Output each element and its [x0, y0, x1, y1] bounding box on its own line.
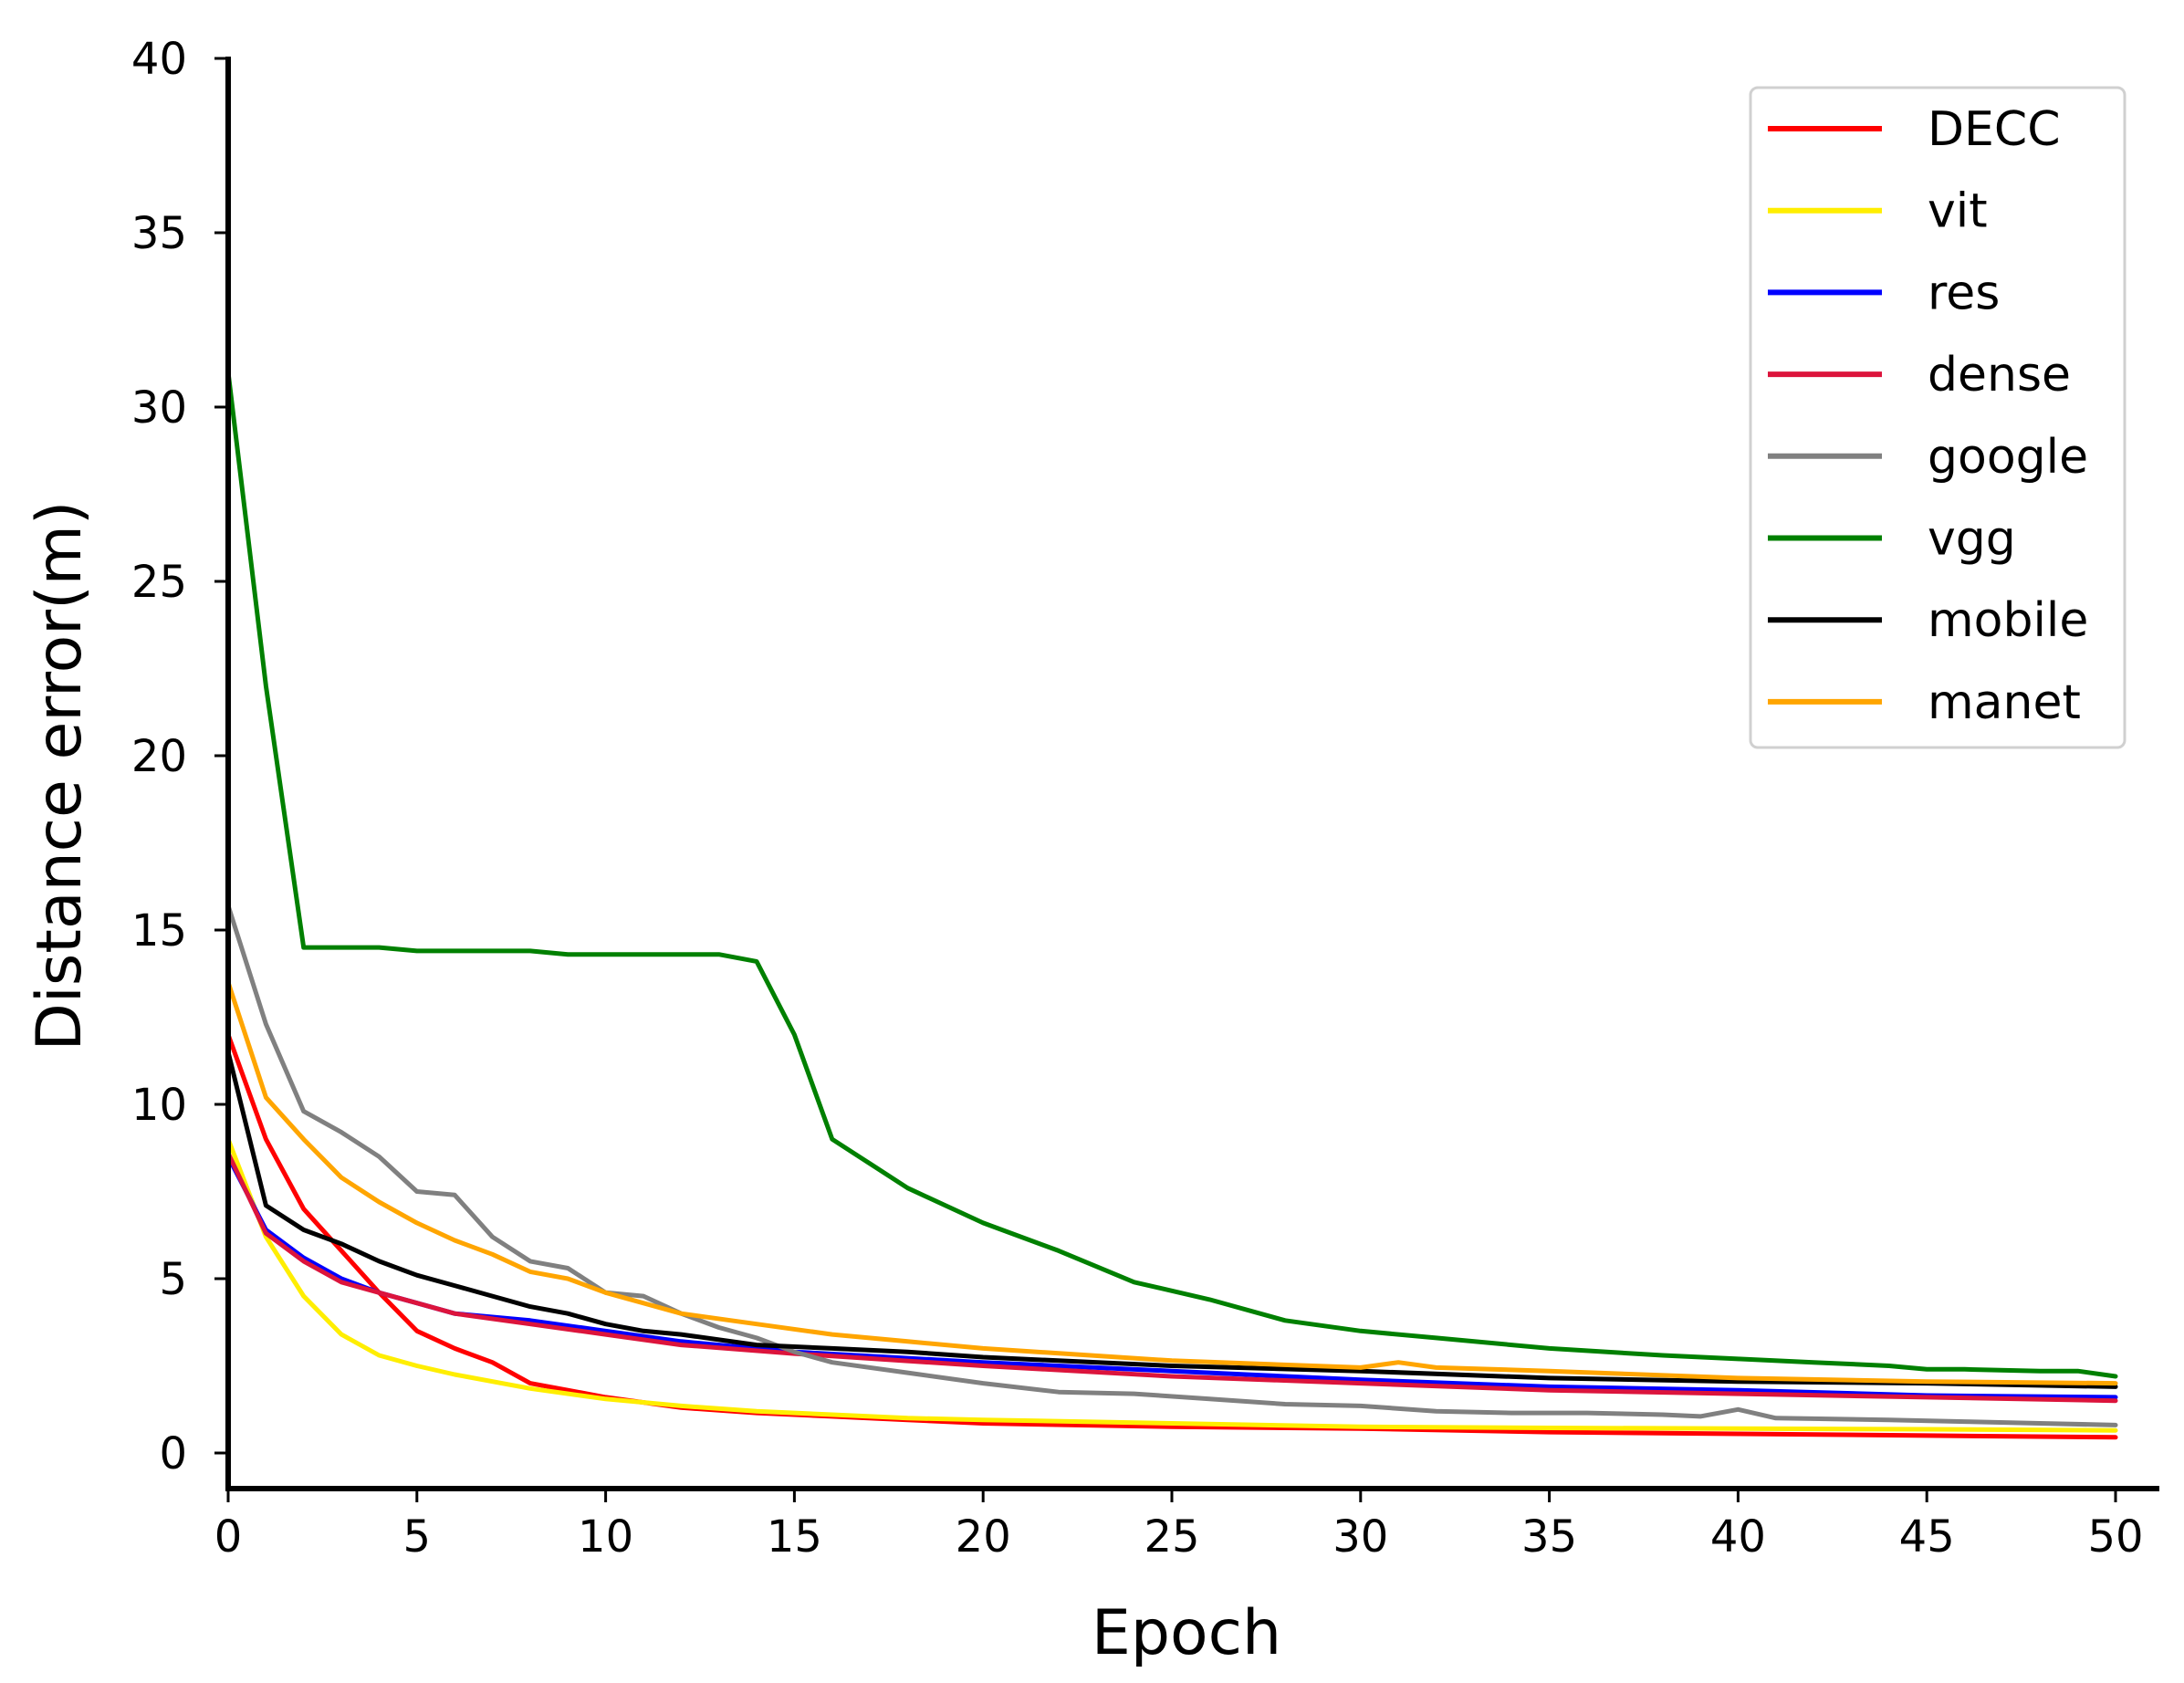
x-tick-label: 35: [1521, 1511, 1577, 1563]
series-line-google: [225, 903, 2118, 1427]
y-tick-label: 35: [131, 208, 187, 259]
y-tick-label: 10: [131, 1080, 187, 1131]
x-tick-label: 15: [767, 1511, 822, 1563]
legend-label: DECC: [1928, 102, 2061, 157]
x-tick-label: 10: [578, 1511, 633, 1563]
series-line-vgg: [225, 370, 2118, 1379]
legend-label: vgg: [1928, 512, 2016, 567]
y-tick-label: 40: [131, 34, 187, 85]
y-tick-label: 20: [131, 731, 187, 782]
series-line-manet: [225, 979, 2118, 1386]
axes: [225, 57, 2159, 1491]
y-tick-label: 5: [159, 1254, 187, 1305]
x-tick-label: 30: [1332, 1511, 1388, 1563]
legend-frame: [1749, 86, 2127, 749]
x-tick-label: 0: [214, 1511, 243, 1563]
legend-label: google: [1928, 430, 2088, 485]
y-tick-label: 25: [131, 557, 187, 608]
x-tick-label: 40: [1710, 1511, 1766, 1563]
legend-label: res: [1928, 266, 2000, 320]
x-tick-label: 50: [2087, 1511, 2143, 1563]
y-tick-label: 15: [131, 905, 187, 956]
y-axis-title: Distance error(m): [24, 501, 96, 1051]
legend-label: mobile: [1928, 593, 2088, 648]
y-tick-label: 30: [131, 382, 187, 434]
x-tick-label: 25: [1144, 1511, 1199, 1563]
x-axis-title: Epoch: [1092, 1597, 1281, 1669]
series-lines: [225, 370, 2118, 1440]
x-tick-label: 45: [1899, 1511, 1955, 1563]
legend-label: manet: [1928, 675, 2081, 730]
series-line-dense: [225, 1151, 2118, 1404]
legend-label: vit: [1928, 184, 1988, 239]
x-tick-label: 5: [403, 1511, 432, 1563]
series-line-vit: [225, 1136, 2118, 1433]
series-line-mobile: [225, 1050, 2118, 1389]
axis-ticks: 0 5 10 15 20 25 30 35 40 45 50 0 5 10 15 20 25 30 35 40: [131, 34, 2144, 1563]
series-line-res: [225, 1154, 2118, 1400]
legend: DECC vit res dense google vgg mobile manet: [1749, 86, 2127, 749]
legend-label: dense: [1928, 348, 2071, 402]
x-tick-label: 20: [956, 1511, 1011, 1563]
y-tick-label: 0: [159, 1428, 187, 1479]
